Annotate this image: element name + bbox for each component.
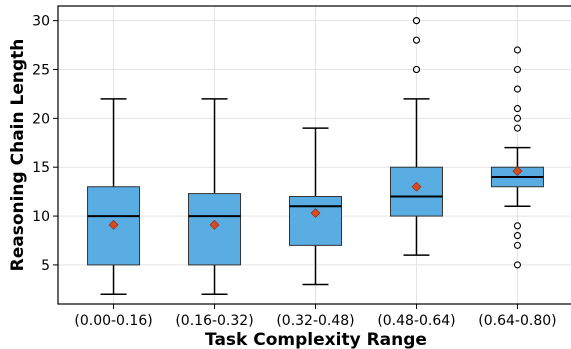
outlier-point [513, 222, 522, 230]
outlier-point [513, 65, 522, 74]
outlier-point [513, 85, 522, 93]
x-axis-ticks: (0.00-0.16) (0.16-0.32) (0.32-0.48) (0.48-0… [74, 304, 557, 329]
iqr-box [289, 196, 342, 246]
y-tick-label: 30 [32, 14, 50, 30]
box-group [490, 46, 544, 269]
x-tick-label: (0.32-0.48) [276, 313, 354, 329]
y-tick-label: 20 [32, 111, 50, 127]
outlier-point [412, 36, 421, 44]
box-group [87, 98, 141, 295]
y-tick-label: 15 [32, 160, 50, 176]
mean-marker [512, 166, 523, 177]
y-axis-ticks: 5 10 15 20 25 30 [32, 14, 58, 274]
x-tick-label: (0.00-0.16) [74, 313, 152, 329]
box-series [87, 17, 544, 295]
mean-marker [209, 219, 220, 230]
iqr-box [188, 193, 242, 266]
x-tick-label: (0.48-0.64) [377, 313, 455, 329]
outlier-point [513, 232, 522, 240]
box-group [289, 127, 342, 286]
x-tick-label: (0.64-0.80) [478, 313, 556, 329]
mean-marker [108, 219, 119, 230]
y-tick-label: 10 [32, 209, 50, 225]
x-tick-label: (0.16-0.32) [175, 313, 253, 329]
x-axis-label: Task Complexity Range [205, 330, 427, 349]
y-tick-label: 5 [41, 258, 50, 274]
outlier-point [513, 105, 522, 113]
outlier-point [513, 261, 522, 269]
outlier-point [412, 17, 421, 25]
mean-marker [310, 208, 321, 219]
outlier-point [513, 241, 522, 249]
outlier-point [513, 124, 522, 132]
outlier-point [513, 114, 522, 122]
box-group [188, 98, 242, 295]
outlier-point [412, 65, 421, 74]
y-axis-label: Reasoning Chain Length [8, 39, 28, 272]
y-tick-label: 25 [32, 63, 50, 79]
mean-marker [411, 181, 422, 192]
box-group [389, 17, 443, 256]
outlier-point [513, 46, 522, 54]
